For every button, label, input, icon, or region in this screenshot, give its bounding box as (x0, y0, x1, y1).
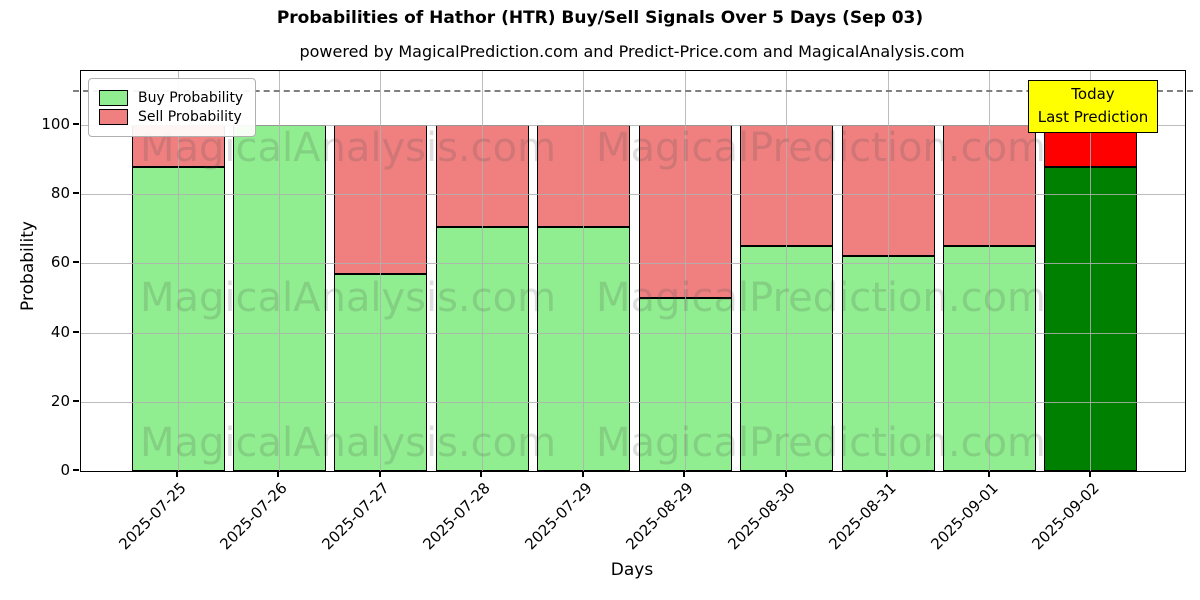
today-annotation-line1: Today (1071, 85, 1115, 103)
vertical-gridline (786, 71, 788, 471)
x-tick-mark (176, 471, 178, 477)
horizontal-gridline (81, 194, 1185, 196)
x-tick-mark (277, 471, 280, 477)
legend-label-sell: Sell Probability (138, 109, 242, 125)
dashed-threshold-line (73, 90, 1193, 93)
y-tick-mark (73, 330, 79, 333)
x-tick-mark (581, 471, 584, 477)
legend-row-buy: Buy Probability (99, 90, 243, 106)
horizontal-gridline (81, 401, 1185, 403)
chart-subtitle: powered by MagicalPrediction.com and Pre… (299, 42, 965, 61)
y-tick-label: 20 (50, 391, 70, 410)
x-tick-mark (784, 471, 787, 477)
x-tick-mark (480, 471, 483, 477)
x-tick-mark (987, 471, 990, 477)
vertical-gridline (481, 71, 483, 471)
y-tick-mark (73, 192, 79, 195)
x-tick-mark (378, 471, 381, 477)
x-axis-label: Days (610, 560, 654, 580)
y-tick-mark (73, 399, 79, 402)
x-tick-mark (683, 471, 686, 477)
vertical-gridline (1090, 71, 1092, 471)
y-tick-label: 0 (60, 461, 70, 479)
vertical-gridline (887, 71, 889, 471)
vertical-gridline (684, 71, 686, 471)
vertical-gridline (989, 71, 991, 471)
y-tick-label: 60 (50, 253, 70, 272)
horizontal-gridline (81, 263, 1185, 265)
buy-color-swatch (99, 90, 128, 106)
today-annotation: Today Last Prediction (1028, 80, 1158, 133)
x-tick-mark (886, 471, 889, 477)
horizontal-gridline (81, 332, 1185, 334)
horizontal-gridline (81, 125, 1185, 126)
chart-title: Probabilities of Hathor (HTR) Buy/Sell S… (276, 8, 924, 28)
legend-label-buy: Buy Probability (138, 90, 244, 106)
vertical-gridline (177, 71, 179, 471)
x-tick-mark (1088, 471, 1091, 477)
y-tick-label: 40 (50, 322, 70, 341)
vertical-gridline (278, 71, 280, 471)
y-tick-mark (73, 261, 79, 264)
y-tick-mark (73, 469, 79, 471)
y-tick-label: 80 (50, 184, 70, 203)
legend: Buy Probability Sell Probability (88, 78, 257, 137)
vertical-gridline (380, 71, 382, 471)
y-tick-mark (73, 123, 79, 125)
vertical-gridline (583, 71, 585, 471)
today-annotation-line2: Last Prediction (1037, 108, 1149, 127)
y-tick-label: 100 (41, 115, 70, 133)
sell-color-swatch (99, 109, 128, 125)
legend-row-sell: Sell Probability (99, 109, 243, 125)
